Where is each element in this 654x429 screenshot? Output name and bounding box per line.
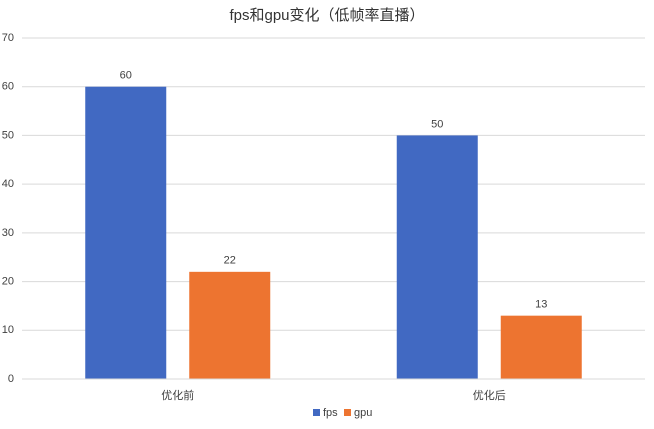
legend-label: gpu	[354, 407, 372, 419]
bar	[189, 271, 271, 379]
data-label: 50	[431, 118, 443, 130]
legend-swatch	[344, 409, 351, 416]
y-tick-label: 60	[2, 81, 14, 93]
data-label: 22	[224, 255, 236, 267]
y-tick-label: 0	[8, 373, 14, 385]
chart-title: fps和gpu变化（低帧率直播）	[229, 7, 424, 24]
bar	[85, 86, 167, 379]
data-label: 60	[120, 70, 132, 82]
y-tick-label: 40	[2, 178, 14, 190]
y-tick-label: 30	[2, 227, 14, 239]
y-tick-label: 50	[2, 129, 14, 141]
legend-label: fps	[323, 407, 338, 419]
y-tick-label: 10	[2, 324, 14, 336]
y-tick-label: 70	[2, 32, 14, 44]
legend-swatch	[313, 409, 320, 416]
x-tick-label: 优化前	[161, 388, 194, 402]
x-tick-label: 优化后	[473, 388, 506, 402]
bar	[500, 315, 582, 379]
bar	[396, 135, 478, 379]
data-label: 13	[535, 299, 547, 311]
y-tick-label: 20	[2, 275, 14, 287]
